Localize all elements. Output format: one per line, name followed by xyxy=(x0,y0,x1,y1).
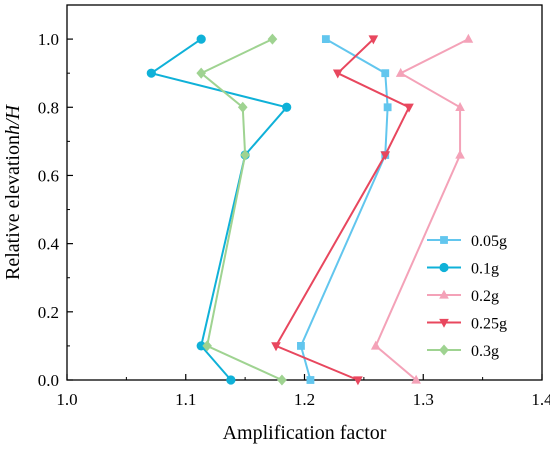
y-tick-label: 1.0 xyxy=(38,30,59,49)
data-point-0-1g xyxy=(146,68,156,78)
data-point-0-2g xyxy=(370,340,381,350)
x-axis-title: Amplification factor xyxy=(223,422,387,444)
legend-label-0-05g: 0.05g xyxy=(471,233,507,250)
x-tick-label: 1.0 xyxy=(56,390,77,409)
y-tick-label: 0.4 xyxy=(38,235,60,254)
data-point-0-3g xyxy=(202,340,212,352)
y-tick-label: 0.8 xyxy=(38,98,59,117)
series-0-2g xyxy=(370,33,474,384)
data-point-0-05g xyxy=(297,341,305,350)
legend-item-0-25g: 0.25g xyxy=(427,316,507,333)
ticks-layer: 1.0 1.1 1.2 1.3 1.4 0.0 0.2 0.4 0.6 0.8 1.0 xyxy=(38,30,550,409)
data-point-0-1g xyxy=(226,375,236,385)
data-point-0-25g xyxy=(332,69,343,79)
legend-label-0-3g: 0.3g xyxy=(471,343,499,360)
data-point-0-25g xyxy=(271,342,281,352)
series-layer xyxy=(146,33,474,386)
series-line-0-2g xyxy=(374,38,469,381)
series-line-0-1g xyxy=(148,38,289,381)
legend-label-0-1g: 0.1g xyxy=(471,261,499,278)
y-tick-label: 0.2 xyxy=(38,303,59,322)
legend-marker-0-2g xyxy=(439,289,449,299)
series-line-0-05g xyxy=(299,38,389,381)
y-tick-label: 0.0 xyxy=(38,371,59,390)
x-tick-label: 1.4 xyxy=(531,390,550,409)
data-point-0-2g xyxy=(455,101,465,111)
legend-item-0-2g: 0.2g xyxy=(427,288,499,305)
legend-label-0-2g: 0.2g xyxy=(471,288,499,305)
series-0-25g xyxy=(271,35,414,386)
data-point-0-2g xyxy=(395,67,406,77)
series-0-3g xyxy=(196,33,287,386)
data-point-0-05g xyxy=(381,69,390,78)
data-point-0-3g xyxy=(196,67,207,79)
y-axis-title-variable: h/H xyxy=(2,103,24,135)
y-tick-label: 0.6 xyxy=(38,166,59,185)
legend-marker-0-05g xyxy=(440,236,448,244)
series-line-0-25g xyxy=(274,38,411,381)
y-axis-title-main: Relative elevation xyxy=(2,135,24,280)
data-point-0-25g xyxy=(380,151,391,161)
data-point-0-05g xyxy=(321,35,330,44)
legend-item-0-1g: 0.1g xyxy=(427,261,499,278)
data-point-0-1g xyxy=(282,102,292,112)
x-tick-label: 1.2 xyxy=(294,390,315,409)
data-point-0-25g xyxy=(404,103,414,113)
y-axis-title: Relative elevationh/H xyxy=(2,103,24,280)
data-point-0-1g xyxy=(196,34,206,44)
data-point-0-3g xyxy=(240,149,250,161)
data-point-0-3g xyxy=(267,33,278,45)
data-point-0-05g xyxy=(383,103,392,112)
legend-marker-0-25g xyxy=(439,318,449,328)
data-point-0-3g xyxy=(237,101,248,113)
data-point-0-2g xyxy=(411,374,421,384)
legend-item-0-3g: 0.3g xyxy=(427,343,499,360)
data-point-0-05g xyxy=(306,376,315,384)
series-0-05g xyxy=(297,35,392,384)
series-line-0-3g xyxy=(199,38,283,381)
legend-label-0-25g: 0.25g xyxy=(471,316,507,333)
data-point-0-3g xyxy=(277,374,287,386)
data-point-0-2g xyxy=(455,149,465,159)
data-point-0-1g xyxy=(196,341,206,351)
data-point-0-25g xyxy=(368,35,379,45)
legend-item-0-05g: 0.05g xyxy=(427,233,507,250)
legend: 0.05g 0.1g 0.2g 0.25g 0.3g xyxy=(427,233,507,360)
legend-marker-0-1g xyxy=(439,262,449,273)
legend-marker-0-3g xyxy=(439,344,449,356)
x-tick-label: 1.3 xyxy=(413,390,434,409)
data-point-0-2g xyxy=(463,33,474,43)
data-point-0-25g xyxy=(353,376,363,386)
x-tick-label: 1.1 xyxy=(175,390,196,409)
